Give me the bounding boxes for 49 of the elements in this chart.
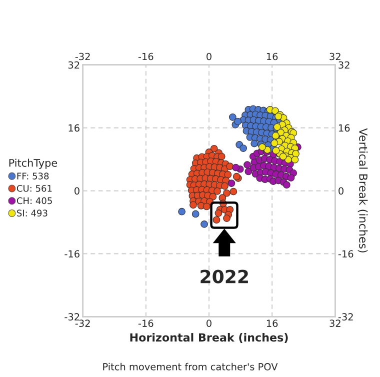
x2-tick-label: 0: [206, 52, 212, 60]
point: [178, 208, 186, 216]
point: [282, 181, 290, 189]
point: [272, 146, 280, 154]
point: [228, 113, 236, 121]
x-tick-label: -16: [138, 320, 154, 327]
point: [228, 180, 236, 187]
y-tick-label: 0: [74, 187, 80, 195]
y2-tick-label: 32: [338, 61, 350, 69]
legend-label: CH: 405: [16, 197, 52, 204]
x2-tick-label: -16: [138, 52, 154, 60]
x2-tick-label: -32: [75, 52, 90, 60]
y-tick-label: -16: [64, 250, 80, 258]
y2-tick-label: 16: [339, 124, 350, 132]
point: [232, 164, 240, 172]
legend-title: PitchType: [9, 158, 58, 169]
y2-axis-title: Vertical Break (inches): [358, 128, 368, 252]
point: [244, 161, 251, 168]
y-tick-label: 32: [68, 61, 80, 69]
x-tick-label: -32: [75, 320, 90, 327]
point: [192, 210, 200, 218]
point: [258, 143, 266, 151]
point: [284, 156, 292, 164]
legend-label: FF: 538: [17, 172, 49, 180]
x-tick-label: 16: [266, 320, 278, 327]
annotation: 2022: [200, 270, 248, 284]
legend-label: CU: 561: [16, 184, 52, 192]
point: [270, 139, 278, 147]
point: [291, 156, 299, 164]
y2-tick-label: -16: [338, 250, 354, 258]
x2-tick-label: 32: [330, 52, 340, 60]
point: [279, 152, 287, 160]
point: [272, 107, 279, 115]
y-tick-label: 16: [68, 124, 80, 132]
x-axis-title: Horizontal Break (inches): [130, 333, 288, 343]
x-tick-label: 0: [206, 320, 212, 327]
x-tick-label: 32: [330, 320, 340, 327]
point: [250, 140, 258, 148]
point: [240, 144, 247, 152]
point: [200, 220, 208, 228]
y2-tick-label: 0: [338, 187, 344, 195]
point: [287, 174, 295, 182]
text: Pitch movement from catcher's POV: [103, 362, 278, 370]
y2-tick-label: -32: [338, 313, 353, 321]
y-tick-label: -32: [64, 313, 80, 321]
point: [234, 118, 242, 126]
legend-label: SI: 493: [17, 210, 48, 216]
x2-tick-label: 16: [266, 52, 278, 60]
point: [244, 168, 252, 176]
